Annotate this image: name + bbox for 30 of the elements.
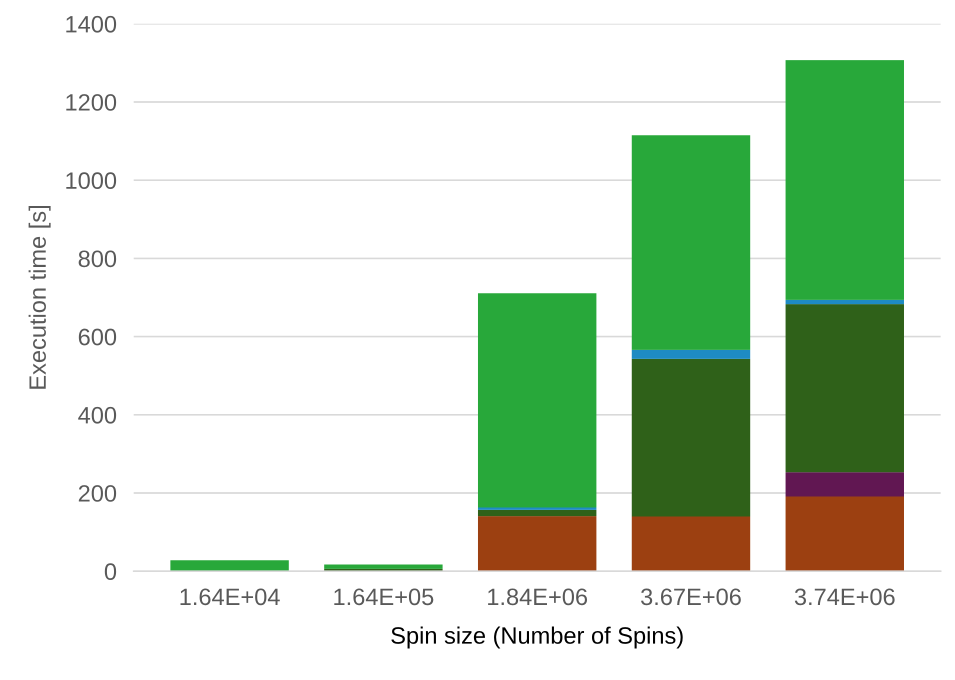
bar: [786, 300, 904, 304]
bar: [632, 350, 750, 359]
y-tick-label: 1400: [66, 16, 116, 33]
y-tick-label: 800: [78, 250, 116, 268]
bar: [786, 60, 904, 300]
x-tick-label: 1.64E+04: [180, 588, 280, 606]
bar: [632, 135, 750, 350]
x-axis-title: Spin size (Number of Spins): [391, 626, 683, 649]
bar: [478, 507, 596, 510]
y-tick-label: 1000: [66, 172, 116, 189]
bar: [478, 516, 596, 572]
y-tick-label: 200: [78, 485, 116, 502]
y-tick-label: 0: [104, 563, 116, 580]
y-axis-title: Execution time [s]: [28, 206, 51, 389]
bar: [786, 304, 904, 472]
y-tick-label: 1200: [66, 94, 116, 111]
y-tick-label: 400: [78, 406, 116, 424]
bar: [324, 564, 443, 569]
bar: [478, 510, 596, 516]
x-tick-label: 3.67E+06: [641, 588, 741, 606]
x-tick-label: 3.74E+06: [794, 588, 895, 606]
x-tick-label: 1.64E+05: [334, 588, 434, 606]
bar: [632, 516, 750, 572]
bar: [786, 472, 904, 497]
bar: [632, 358, 750, 516]
bar: [478, 293, 596, 508]
bar: [786, 496, 904, 572]
y-tick-label: 600: [78, 328, 116, 346]
bar: [170, 560, 289, 571]
x-tick-label: 1.84E+06: [488, 588, 588, 606]
